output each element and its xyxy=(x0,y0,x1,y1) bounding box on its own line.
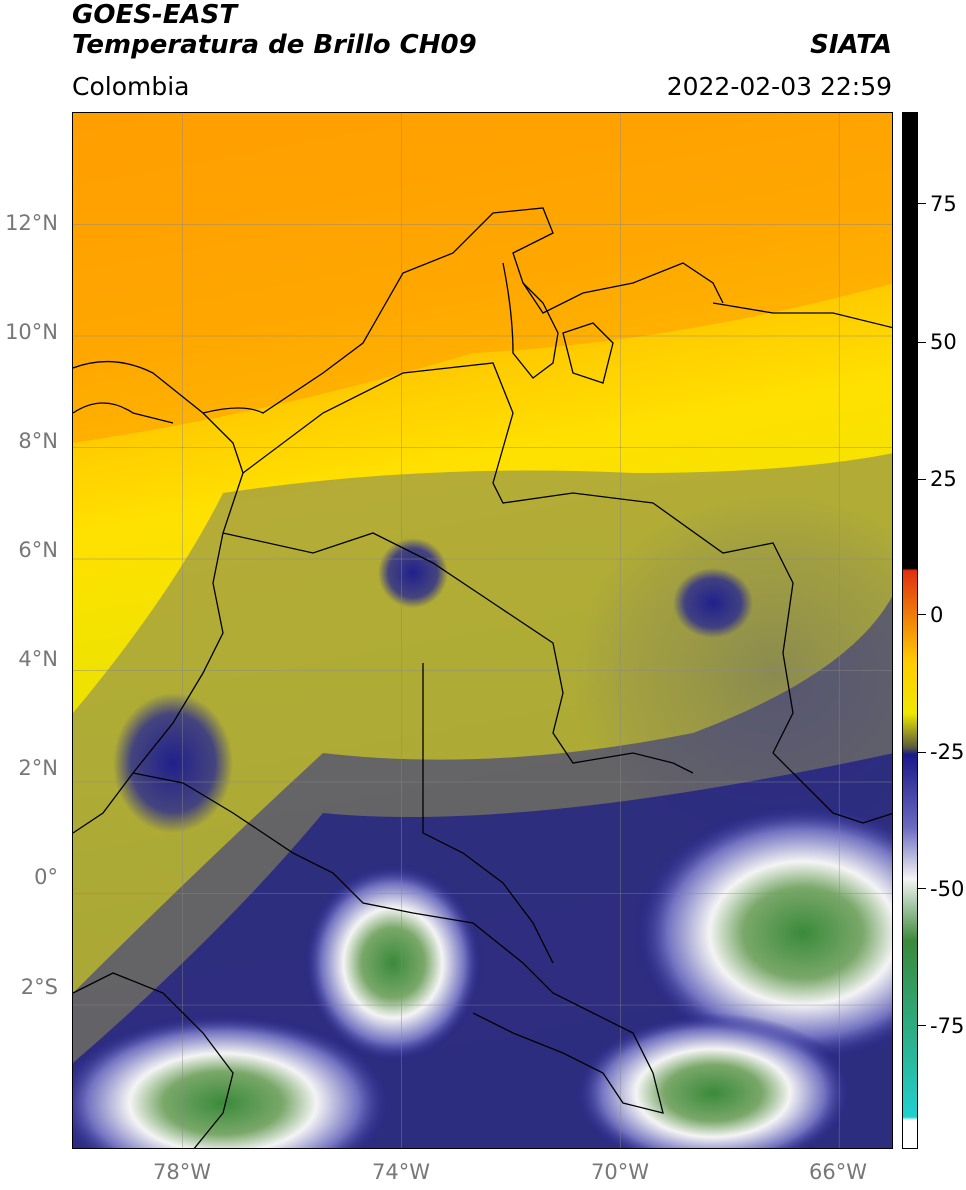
lat-lon-grid xyxy=(73,113,892,1148)
lat-label-12n: 12°N xyxy=(5,211,58,235)
colorbar-label-minus25: -25 xyxy=(930,740,965,764)
lat-label-10n: 10°N xyxy=(5,320,58,344)
lake-outline xyxy=(562,322,614,384)
colorbar-label-0: 0 xyxy=(930,603,944,627)
department-borders xyxy=(222,532,694,774)
colorbar-tick-0 xyxy=(918,614,926,615)
product-title: Temperatura de Brillo CH09 xyxy=(72,30,477,60)
colorbar-label-75: 75 xyxy=(930,192,957,216)
colorbar-label-minus75: -75 xyxy=(930,1014,965,1038)
datetime-label: 2022-02-03 22:59 xyxy=(666,72,892,101)
colorbar-tick-25 xyxy=(918,479,926,480)
colorbar-tick-minus75 xyxy=(918,1025,926,1026)
panama-coast xyxy=(73,402,174,424)
lat-label-8n: 8°N xyxy=(18,429,58,453)
brazil-border xyxy=(772,752,892,824)
lon-label-74w: 74°W xyxy=(372,1160,430,1184)
lat-label-2s: 2°S xyxy=(20,975,58,999)
region-label: Colombia xyxy=(72,72,190,101)
ecuador-coast xyxy=(73,972,234,1148)
satellite-title: GOES-EAST xyxy=(72,0,238,30)
storm-cell-east xyxy=(633,803,892,1063)
colorbar-label-25: 25 xyxy=(930,467,957,491)
agency-label: SIATA xyxy=(810,30,892,60)
lon-label-66w: 66°W xyxy=(809,1160,867,1184)
caribbean-warm-band xyxy=(73,113,892,443)
brightness-temperature-map xyxy=(72,112,893,1149)
lat-label-0: 0° xyxy=(34,865,58,889)
pacific-coastline xyxy=(73,360,244,834)
lat-label-6n: 6°N xyxy=(18,538,58,562)
colorbar-tick-minus25 xyxy=(918,752,926,753)
colombia-ecuador-peru-border xyxy=(132,772,664,1114)
lon-label-78w: 78°W xyxy=(153,1160,211,1184)
colombia-venezuela-border xyxy=(242,362,794,754)
colorbar-label-50: 50 xyxy=(930,330,957,354)
pacific-cloud-cluster xyxy=(113,693,233,833)
lon-label-70w: 70°W xyxy=(591,1160,649,1184)
lake-maracaibo xyxy=(502,262,559,379)
lat-label-4n: 4°N xyxy=(18,647,58,671)
coastlines-and-borders xyxy=(73,207,892,1148)
storm-cell-southeast xyxy=(573,1013,853,1148)
storm-cell-south xyxy=(303,863,483,1063)
colorbar-tick-50 xyxy=(918,342,926,343)
lat-label-2n: 2°N xyxy=(18,756,58,780)
temperature-colorbar xyxy=(902,112,918,1149)
andes-cloud-cluster xyxy=(378,538,448,608)
storm-cell-southwest xyxy=(73,1013,393,1148)
colorbar-tick-minus50 xyxy=(918,888,926,889)
amazon-border xyxy=(422,663,554,964)
caribbean-coastline xyxy=(202,207,724,414)
venezuela-coast xyxy=(712,302,892,329)
colorbar-label-minus50: -50 xyxy=(930,877,965,901)
colorbar-tick-75 xyxy=(918,203,926,204)
llanos-cloud-cluster xyxy=(673,568,753,638)
